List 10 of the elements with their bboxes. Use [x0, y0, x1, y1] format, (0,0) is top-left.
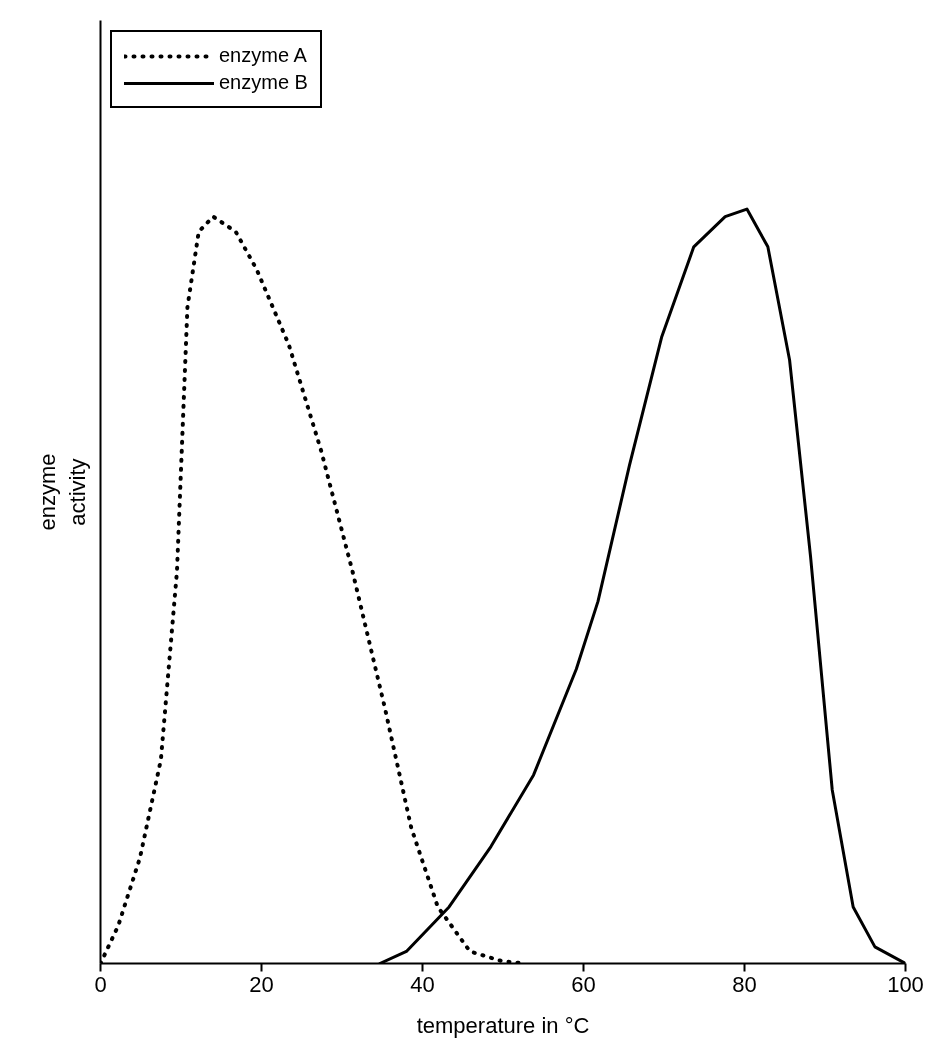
x-tick-label: 60 — [571, 971, 596, 997]
y-axis-title: enzyme activity — [34, 453, 90, 531]
x-axis-title: temperature in °C — [416, 1012, 590, 1038]
x-tick-label: 80 — [732, 971, 757, 997]
x-tick-label: 40 — [410, 971, 435, 997]
legend-label: enzyme B — [219, 71, 308, 94]
x-tick-label: 0 — [94, 971, 107, 997]
x-tick-label: 20 — [249, 971, 274, 997]
legend-label: enzyme A — [219, 44, 307, 67]
x-tick-label: 100 — [887, 971, 924, 997]
